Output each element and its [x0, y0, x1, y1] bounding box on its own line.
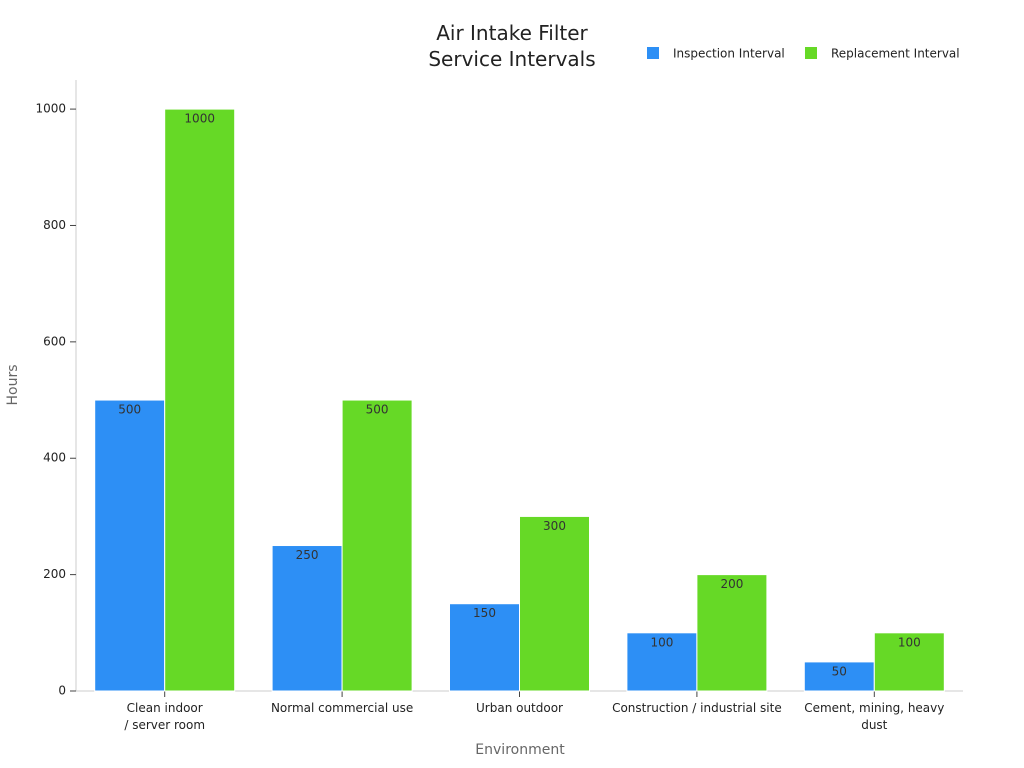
bar: [626, 632, 698, 692]
bar: [449, 603, 520, 692]
data-label: 150: [473, 606, 496, 620]
bar: [271, 545, 343, 692]
legend-label: Inspection Interval: [673, 47, 785, 61]
data-label: 250: [296, 548, 319, 562]
y-tick-label: 400: [43, 451, 66, 465]
data-label: 200: [720, 577, 743, 591]
bar: [873, 632, 945, 692]
data-label: 50: [832, 664, 847, 678]
y-tick-label: 1000: [35, 102, 66, 116]
data-label: 500: [366, 403, 389, 417]
chart-title: Air Intake Filter Service Intervals: [428, 21, 596, 71]
x-tick-label: Normal commercial use: [270, 701, 414, 715]
bar: [696, 574, 768, 692]
bar: [519, 515, 590, 692]
bar: [803, 661, 875, 692]
y-tick-label: 0: [58, 684, 66, 698]
y-tick-label: 200: [43, 567, 66, 581]
data-label: 100: [898, 635, 921, 649]
y-tick-label: 600: [43, 334, 66, 348]
x-axis-label: Environment: [475, 742, 565, 758]
legend-swatch: [647, 47, 659, 59]
y-axis-label: Hours: [5, 364, 21, 405]
bar: [164, 108, 236, 692]
x-tick-label: Cement, mining, heavy dust: [804, 701, 945, 732]
data-label: 100: [650, 635, 673, 649]
data-label: 500: [118, 403, 141, 417]
y-tick-label: 800: [43, 218, 66, 232]
x-tick-label: Urban outdoor: [476, 701, 563, 715]
bar: [341, 399, 413, 692]
x-tick-label: Clean indoor / server room: [124, 701, 206, 732]
data-label: 1000: [184, 112, 215, 126]
bar: [94, 399, 166, 692]
legend-swatch: [805, 47, 817, 59]
data-label: 300: [543, 519, 566, 533]
x-tick-label: Construction / industrial site: [612, 701, 782, 715]
legend-label: Replacement Interval: [831, 47, 960, 61]
